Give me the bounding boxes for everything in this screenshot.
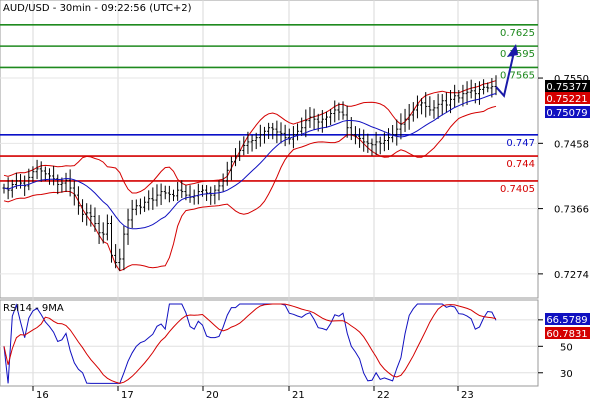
forecast-arrowhead — [507, 43, 518, 57]
level-label-resistance-1: 0.7565 — [500, 70, 535, 81]
x-tick-label: 22 — [377, 390, 390, 400]
y-tick-label: 0.7458 — [554, 139, 589, 150]
rsi-tick-label: 30 — [560, 369, 573, 380]
rsi-tag — [545, 327, 590, 339]
rsi-title: RSI14 - 9MA — [3, 303, 64, 314]
rsi-line — [3, 303, 497, 384]
y-tick-label: 0.7366 — [554, 205, 589, 216]
x-tick-label: 20 — [206, 390, 219, 400]
x-tick-label: 21 — [292, 390, 305, 400]
price-title: AUD/USD - 30min - 09:22:56 (UTC+2) — [3, 3, 192, 14]
price-tag-label: 0.75079 — [546, 108, 587, 119]
moving-average — [3, 93, 497, 230]
rsi-tag-label: 66.5789 — [546, 315, 587, 326]
level-label-resistance-3: 0.7625 — [500, 28, 535, 39]
x-tick-label: 23 — [461, 390, 474, 400]
x-tick-label: 17 — [121, 390, 134, 400]
rsi-tag-label: 60.7831 — [546, 329, 587, 340]
forecast-line — [495, 51, 515, 98]
rsi-ma-line — [3, 303, 497, 384]
rsi-tick-label: 50 — [560, 342, 573, 353]
y-tick-label: 0.7274 — [554, 270, 589, 281]
level-label-pivot: 0.747 — [506, 138, 535, 149]
price-tag — [545, 80, 590, 92]
x-tick-label: 16 — [36, 390, 49, 400]
price-tag — [545, 92, 590, 104]
rsi-tag — [545, 313, 590, 325]
level-label-support-2: 0.7405 — [500, 184, 535, 195]
y-tick-label: 0.7550 — [554, 74, 589, 85]
level-label-support-1: 0.744 — [506, 159, 535, 170]
price-tag-label: 0.75377 — [546, 82, 587, 93]
price-tag — [545, 106, 590, 118]
price-tag-label: 0.75221 — [546, 94, 587, 105]
